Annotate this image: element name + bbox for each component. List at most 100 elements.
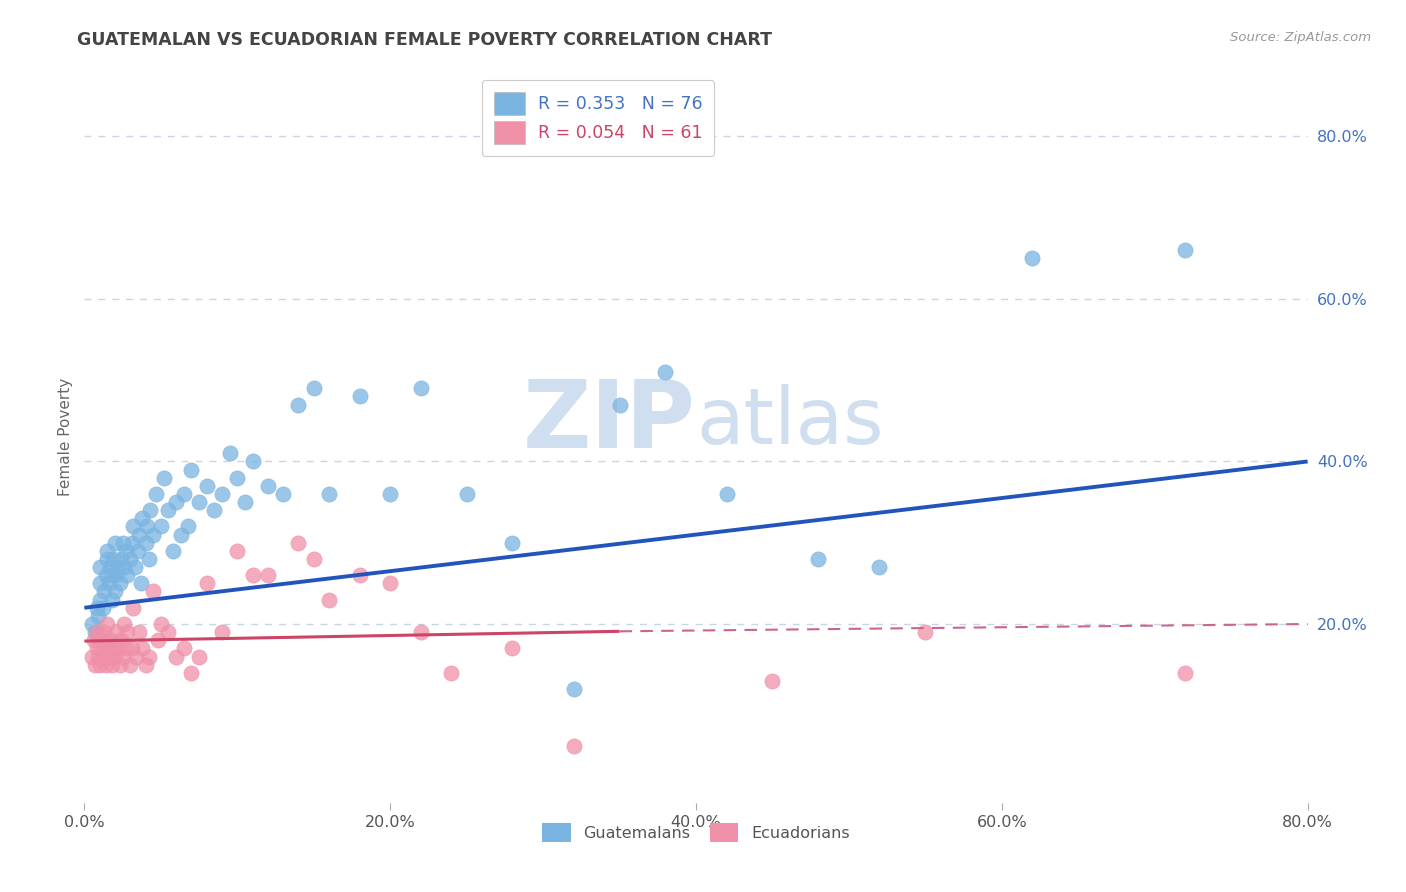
Point (120, 657, 142, 672)
Point (349, 389, 371, 403)
Point (135, 535, 157, 549)
Point (761, 673, 783, 688)
Point (89, 576, 111, 591)
Point (1174, 243, 1197, 257)
Point (180, 462, 202, 476)
Point (127, 544, 149, 558)
Point (94, 657, 117, 672)
Point (101, 657, 124, 672)
Text: Source: ZipAtlas.com: Source: ZipAtlas.com (1230, 31, 1371, 45)
Point (112, 560, 135, 574)
Point (149, 519, 172, 533)
Point (129, 576, 152, 591)
Point (128, 527, 150, 541)
Point (170, 527, 193, 541)
Point (242, 454, 264, 468)
Point (271, 487, 294, 501)
Point (110, 552, 132, 566)
Point (157, 503, 180, 517)
Point (654, 365, 676, 379)
Point (409, 625, 432, 640)
Point (91, 600, 114, 615)
Point (93, 584, 115, 599)
Point (90, 641, 112, 656)
Point (89, 657, 111, 672)
Point (302, 381, 325, 395)
Point (110, 633, 132, 648)
Point (157, 625, 180, 640)
Point (89, 633, 111, 648)
Point (104, 535, 127, 549)
Point (287, 535, 309, 549)
Point (121, 641, 143, 656)
Point (807, 552, 830, 566)
Point (146, 633, 169, 648)
Point (914, 625, 936, 640)
Point (195, 479, 218, 493)
Point (122, 600, 145, 615)
Point (226, 471, 249, 485)
Point (101, 592, 124, 607)
Point (440, 665, 463, 680)
Point (108, 657, 131, 672)
Point (125, 649, 148, 664)
Point (139, 503, 162, 517)
Point (149, 617, 172, 632)
Point (97, 576, 120, 591)
Point (111, 649, 134, 664)
Point (87, 608, 110, 623)
Point (257, 568, 280, 582)
Y-axis label: Female Poverty: Female Poverty (58, 378, 73, 496)
Point (165, 649, 187, 664)
Point (173, 487, 195, 501)
Point (101, 568, 124, 582)
Point (98, 633, 121, 648)
Point (165, 495, 187, 509)
Point (84, 625, 107, 640)
Point (89, 592, 111, 607)
Point (138, 552, 160, 566)
Point (87, 649, 110, 664)
Point (502, 641, 524, 656)
Point (242, 568, 264, 582)
Point (1174, 665, 1197, 680)
Point (609, 398, 631, 412)
Point (115, 568, 138, 582)
Point (226, 544, 249, 558)
Point (502, 535, 524, 549)
Point (128, 625, 150, 640)
Point (120, 552, 142, 566)
Point (287, 398, 309, 412)
Point (233, 495, 256, 509)
Point (349, 568, 371, 582)
Point (257, 479, 280, 493)
Point (177, 519, 200, 533)
Point (96, 552, 118, 566)
Point (86, 625, 108, 640)
Point (180, 665, 202, 680)
Point (136, 519, 159, 533)
Point (94, 633, 117, 648)
Point (162, 544, 184, 558)
Point (380, 487, 402, 501)
Point (107, 560, 129, 574)
Point (104, 649, 127, 664)
Point (114, 641, 136, 656)
Point (86, 641, 108, 656)
Point (80, 649, 103, 664)
Point (94, 568, 117, 582)
Point (84, 657, 107, 672)
Point (138, 649, 160, 664)
Point (103, 552, 125, 566)
Point (456, 487, 478, 501)
Point (173, 641, 195, 656)
Point (103, 641, 125, 656)
Legend: Guatemalans, Ecuadorians: Guatemalans, Ecuadorians (534, 815, 858, 850)
Point (716, 487, 738, 501)
Point (115, 625, 138, 640)
Point (96, 617, 118, 632)
Point (114, 544, 136, 558)
Point (562, 739, 585, 753)
Point (142, 584, 165, 599)
Point (202, 503, 225, 517)
